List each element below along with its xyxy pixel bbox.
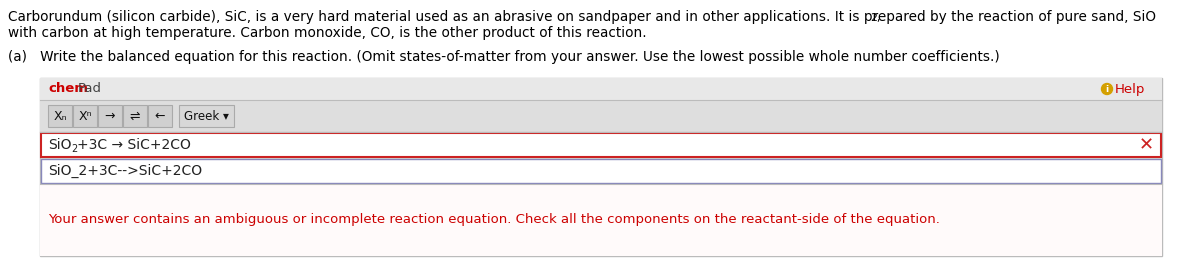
FancyBboxPatch shape [48,105,72,127]
Text: SiO: SiO [48,138,72,152]
Circle shape [1102,83,1112,95]
Text: 2,: 2, [870,13,881,23]
Text: Xⁿ: Xⁿ [78,109,92,122]
Text: 2: 2 [71,144,77,154]
Text: (a)   Write the balanced equation for this reaction. (Omit states-of-matter from: (a) Write the balanced equation for this… [8,50,1000,64]
FancyBboxPatch shape [41,159,1162,183]
FancyBboxPatch shape [98,105,122,127]
FancyBboxPatch shape [148,105,172,127]
FancyBboxPatch shape [124,105,148,127]
Text: Xₙ: Xₙ [53,109,67,122]
FancyBboxPatch shape [40,100,1162,132]
FancyBboxPatch shape [73,105,97,127]
Text: SiO_2+3C-->SiC+2CO: SiO_2+3C-->SiC+2CO [48,164,202,178]
Text: ⇌: ⇌ [130,109,140,122]
Text: chem: chem [48,82,88,95]
Text: Pad: Pad [78,82,102,95]
FancyBboxPatch shape [40,184,1162,256]
Text: i: i [1105,85,1109,94]
FancyBboxPatch shape [40,78,1162,100]
Text: ←: ← [155,109,166,122]
Text: Help: Help [1115,82,1145,95]
Text: →: → [104,109,115,122]
Text: with carbon at high temperature. Carbon monoxide, CO, is the other product of th: with carbon at high temperature. Carbon … [8,26,647,40]
Text: Greek ▾: Greek ▾ [184,109,229,122]
Text: ✕: ✕ [1139,136,1153,154]
Text: Your answer contains an ambiguous or incomplete reaction equation. Check all the: Your answer contains an ambiguous or inc… [48,214,940,227]
FancyBboxPatch shape [179,105,234,127]
Text: Carborundum (silicon carbide), SiC, is a very hard material used as an abrasive : Carborundum (silicon carbide), SiC, is a… [8,10,1156,24]
Text: +3C → SiC+2CO: +3C → SiC+2CO [77,138,191,152]
FancyBboxPatch shape [41,133,1162,157]
FancyBboxPatch shape [40,78,1162,256]
